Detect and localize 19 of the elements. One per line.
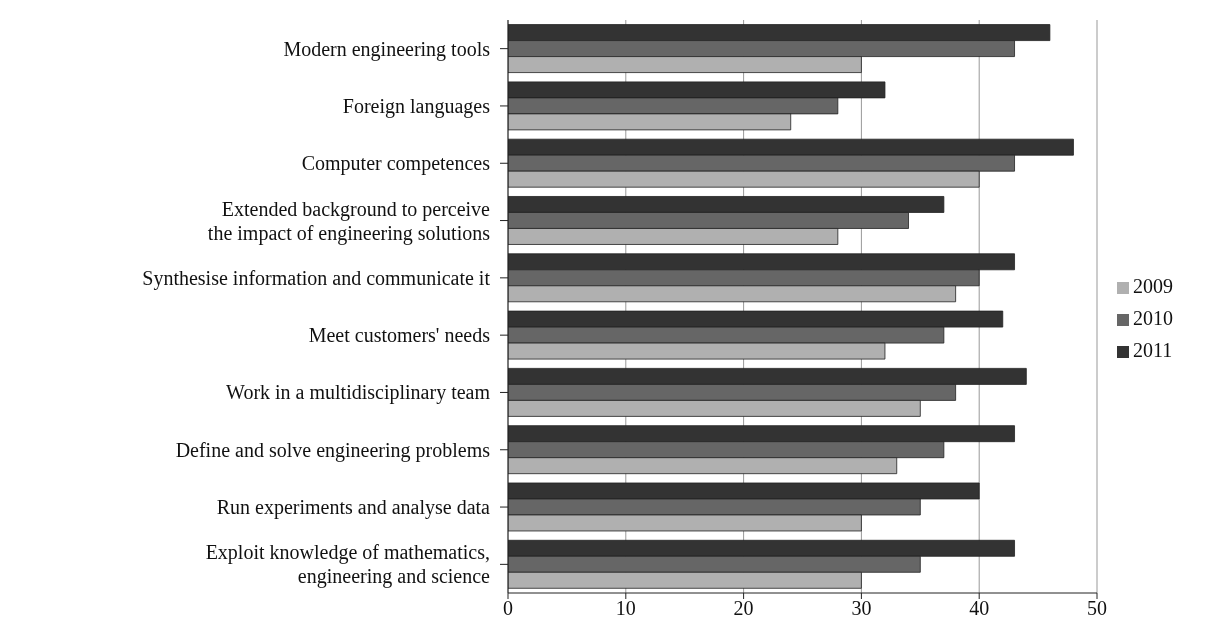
- legend-label: 2009: [1133, 275, 1173, 297]
- x-tick-label: 20: [733, 597, 754, 620]
- y-tick-label: Modern engineering tools: [283, 37, 491, 61]
- x-tick-label: 40: [969, 597, 990, 620]
- y-tick-label: Meet customers' needs: [308, 324, 491, 347]
- x-tick-label: 30: [851, 597, 872, 620]
- x-tick-label: 0: [503, 597, 513, 620]
- legend-label: 2010: [1133, 307, 1173, 329]
- legend-label: 2011: [1133, 339, 1173, 361]
- x-tick-label: 10: [615, 597, 636, 620]
- y-tick-label: Synthesise information and communicate it: [142, 266, 491, 290]
- y-tick-label: Work in a multidisciplinary team: [226, 381, 491, 405]
- y-tick-label: Computer competences: [301, 152, 491, 176]
- y-tick-label: Extended background to perceive the impact of engineering solutions: [207, 197, 491, 245]
- y-tick-label: Run experiments and analyse data: [216, 496, 491, 520]
- y-tick-label: Define and solve engineering problems: [175, 438, 491, 462]
- y-tick-label: Foreign languages: [342, 94, 491, 118]
- x-tick-label: 50: [1087, 597, 1107, 620]
- y-tick-label: Exploit knowledge of mathematics, engineering and science: [205, 541, 491, 589]
